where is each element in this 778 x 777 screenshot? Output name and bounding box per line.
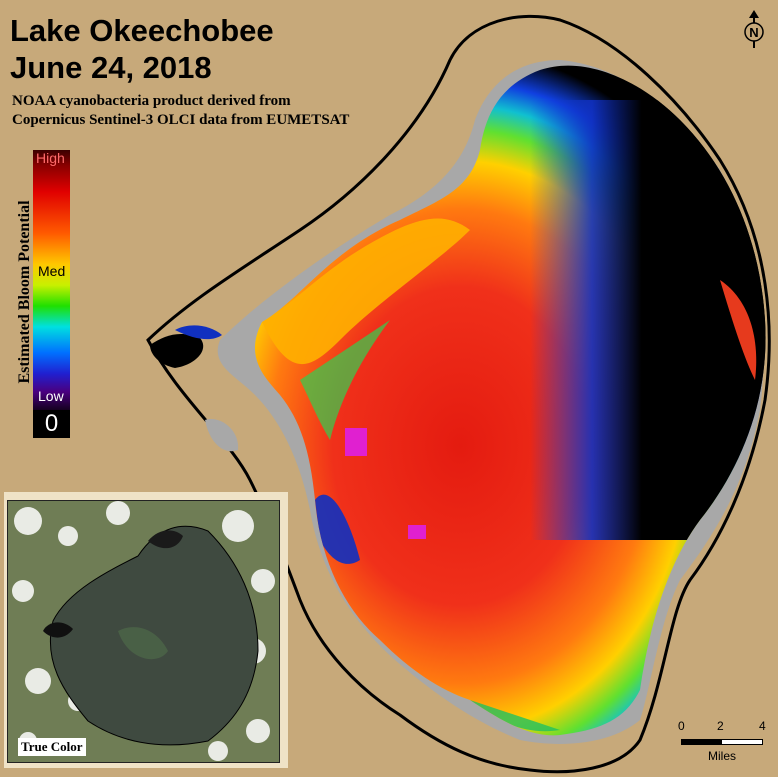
legend-color-ramp xyxy=(33,150,70,410)
true-color-inset xyxy=(7,500,280,763)
scale-tick-0: 0 xyxy=(678,719,685,733)
subtitle-line-2: Copernicus Sentinel-3 OLCI data from EUM… xyxy=(12,112,350,128)
scale-units: Miles xyxy=(708,749,737,763)
scale-bar-white xyxy=(721,739,763,745)
west-marsh-patch xyxy=(175,325,222,340)
legend-high-label: High xyxy=(36,150,65,166)
subtitle-line-1: NOAA cyanobacteria product derived from xyxy=(12,93,291,109)
legend-axis-label: Estimated Bloom Potential xyxy=(16,200,33,384)
north-letter: N xyxy=(749,25,758,40)
map-title-name: Lake Okeechobee xyxy=(10,13,274,48)
legend-low-label: Low xyxy=(38,388,64,404)
legend-med-label: Med xyxy=(38,263,66,279)
north-arrow-icon: N xyxy=(744,10,764,48)
true-color-image xyxy=(8,501,279,762)
inset-caption: True Color xyxy=(18,738,86,756)
legend-zero-value: 0 xyxy=(33,410,70,438)
scale-tick-2: 2 xyxy=(717,719,724,733)
map-title-date: June 24, 2018 xyxy=(10,50,212,85)
shoreline-boundary xyxy=(146,14,771,774)
west-marsh-patch xyxy=(205,419,239,452)
west-marsh-patch xyxy=(150,334,204,368)
scale-tick-4: 4 xyxy=(759,719,766,733)
scale-bar-black xyxy=(681,739,721,745)
